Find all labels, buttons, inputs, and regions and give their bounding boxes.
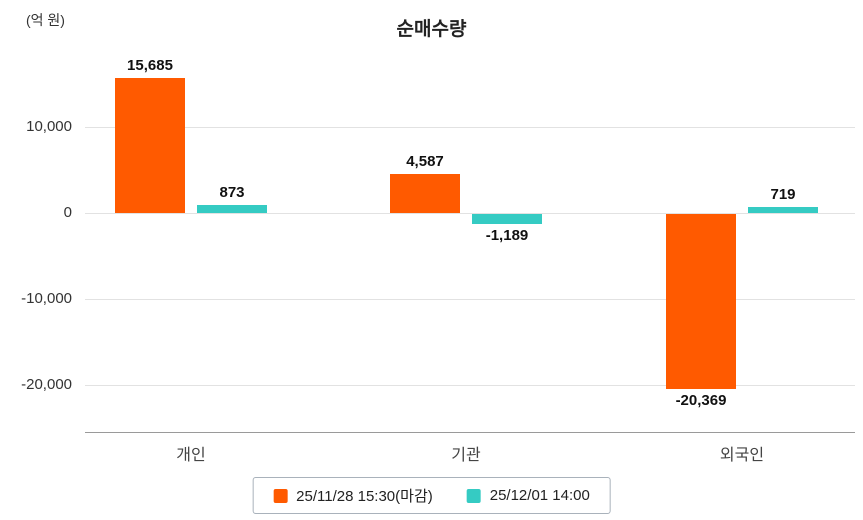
- bar-series1-기관: [390, 173, 460, 213]
- x-axis-line: [85, 432, 855, 433]
- bar-value-label: -20,369: [675, 392, 727, 410]
- legend-item-series-2: 25/12/01 14:00: [466, 487, 590, 504]
- series-2-swatch-icon: [466, 488, 481, 503]
- category-label: 개인: [176, 447, 206, 464]
- chart-title: 순매수량: [396, 19, 467, 40]
- bar-series2-외국인: [748, 206, 818, 213]
- y-tick-label: -20,000: [21, 376, 72, 393]
- series-1-swatch-icon: [273, 488, 288, 503]
- y-tick-label: -10,000: [21, 290, 72, 307]
- bar-value-label: -1,189: [485, 227, 529, 245]
- y-tick-label: 10,000: [26, 118, 72, 135]
- y-axis-unit-label: (억 원): [26, 12, 65, 28]
- chart-legend: 25/11/28 15:30(마감) 25/12/01 14:00: [252, 477, 611, 514]
- bar-value-label: 4,587: [406, 152, 444, 170]
- bar-value-label: 15,685: [127, 57, 173, 75]
- bar-series2-개인: [197, 205, 267, 213]
- bar-series2-기관: [472, 214, 542, 225]
- legend-label-series-1: 25/11/28 15:30(마감): [296, 488, 433, 505]
- bar-series1-외국인: [666, 214, 736, 390]
- y-tick-label: 0: [63, 204, 72, 221]
- bar-series1-개인: [115, 78, 185, 213]
- gridline: [85, 213, 855, 214]
- gridline: [85, 385, 855, 386]
- legend-item-series-1: 25/11/28 15:30(마감): [273, 485, 433, 506]
- gridline: [85, 299, 855, 300]
- bar-value-label: 873: [219, 184, 245, 202]
- category-label: 기관: [451, 447, 481, 464]
- category-label: 외국인: [719, 447, 765, 464]
- gridline: [85, 127, 855, 128]
- bar-value-label: 719: [770, 185, 796, 203]
- legend-label-series-2: 25/12/01 14:00: [489, 487, 590, 504]
